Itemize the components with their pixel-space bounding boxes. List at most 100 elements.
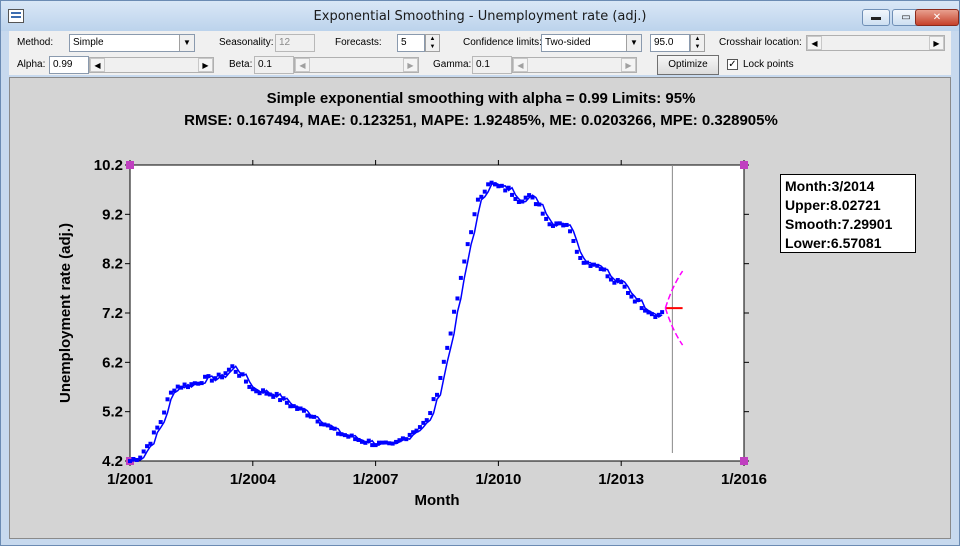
scroll-left-icon[interactable]: ◀ — [807, 36, 822, 50]
observed-point — [516, 200, 521, 205]
title-bar[interactable]: Exponential Smoothing - Unemployment rat… — [1, 1, 959, 31]
confidence-select[interactable]: Two-sided ▼ — [541, 34, 642, 52]
observed-point — [383, 440, 388, 445]
observed-point — [281, 396, 286, 401]
forecasts-label: Forecasts: — [335, 37, 382, 48]
observed-point — [342, 433, 347, 438]
y-tick-label: 10.2 — [94, 157, 123, 174]
observed-point — [237, 373, 242, 378]
observed-point — [656, 312, 661, 317]
observed-point — [189, 382, 194, 387]
observed-point — [469, 230, 474, 235]
observed-point — [148, 441, 153, 446]
scroll-left-icon[interactable]: ◀ — [295, 58, 310, 72]
corner-handle — [740, 457, 748, 465]
beta-scrollbar[interactable]: ◀ ▶ — [294, 57, 419, 73]
observed-point — [540, 211, 545, 216]
beta-field[interactable]: 0.1 — [254, 56, 294, 74]
observed-point — [492, 182, 497, 187]
observed-point — [629, 294, 634, 299]
observed-point — [353, 437, 358, 442]
seasonality-field[interactable]: 12 — [275, 34, 315, 52]
observed-point — [571, 238, 576, 243]
observed-point — [394, 439, 399, 444]
lower-limit-line — [664, 307, 684, 346]
scroll-right-icon[interactable]: ▶ — [198, 58, 213, 72]
gamma-field[interactable]: 0.1 — [472, 56, 512, 74]
optimize-button[interactable]: Optimize — [657, 55, 719, 75]
observed-point — [619, 280, 624, 285]
crosshair-location-scrollbar[interactable]: ◀ ▶ — [806, 35, 945, 51]
observed-point — [496, 184, 501, 189]
observed-point — [639, 306, 644, 311]
observed-point — [151, 430, 156, 435]
scroll-right-icon[interactable]: ▶ — [621, 58, 636, 72]
y-axis-title: Unemployment rate (adj.) — [57, 223, 74, 403]
observed-point — [554, 221, 559, 226]
observed-point — [134, 457, 139, 462]
observed-point — [533, 202, 538, 207]
scroll-right-icon[interactable]: ▶ — [929, 36, 944, 50]
method-label: Method: — [17, 37, 54, 48]
observed-point — [196, 381, 201, 386]
observed-point — [182, 382, 187, 387]
observed-point — [213, 376, 218, 381]
observed-point — [257, 391, 262, 396]
observed-point — [332, 426, 337, 431]
observed-point — [612, 280, 617, 285]
observed-point — [643, 308, 648, 313]
observed-point — [141, 449, 146, 454]
observed-point — [349, 433, 354, 438]
forecasts-spinner[interactable]: ▲ ▼ — [425, 34, 440, 52]
observed-point — [602, 267, 607, 272]
y-tick-label: 5.2 — [102, 404, 123, 421]
method-select[interactable]: Simple ▼ — [69, 34, 195, 52]
confidence-percent-field[interactable]: 95.0 — [650, 34, 690, 52]
scroll-left-icon[interactable]: ◀ — [513, 58, 528, 72]
observed-point — [455, 296, 460, 301]
observed-point — [131, 456, 136, 461]
crosshair-lower: Lower:6.57081 — [785, 235, 882, 251]
confidence-percent-spinner[interactable]: ▲ ▼ — [690, 34, 705, 52]
scroll-left-icon[interactable]: ◀ — [90, 58, 105, 72]
observed-point — [503, 188, 508, 193]
observed-point — [243, 379, 248, 384]
toolbar: Method: Simple ▼ Seasonality: 12 Forecas… — [9, 31, 951, 75]
observed-point — [591, 262, 596, 267]
observed-point — [499, 183, 504, 188]
forecasts-field[interactable]: 5 — [397, 34, 425, 52]
observed-point — [445, 345, 450, 350]
alpha-scrollbar[interactable]: ◀ ▶ — [89, 57, 214, 73]
observed-point — [192, 381, 197, 386]
alpha-field[interactable]: 0.99 — [49, 56, 89, 74]
observed-point — [226, 367, 231, 372]
observed-point — [387, 441, 392, 446]
y-tick-label: 9.2 — [102, 206, 123, 223]
observed-point — [175, 384, 180, 389]
observed-point — [557, 221, 562, 226]
observed-point — [295, 406, 300, 411]
observed-point — [312, 414, 317, 419]
observed-point — [523, 195, 528, 200]
chevron-down-icon[interactable]: ▼ — [179, 35, 194, 51]
observed-point — [404, 437, 409, 442]
scroll-right-icon[interactable]: ▶ — [403, 58, 418, 72]
confidence-value: Two-sided — [545, 37, 591, 48]
observed-point — [305, 413, 310, 418]
observed-point — [608, 277, 613, 282]
observed-point — [438, 375, 443, 380]
observed-point — [377, 440, 382, 445]
observed-point — [319, 422, 324, 427]
observed-point — [288, 404, 293, 409]
close-button[interactable]: ✕ — [915, 9, 959, 26]
observed-point — [366, 438, 371, 443]
chart-panel: Simple exponential smoothing with alpha … — [9, 77, 951, 539]
observed-point — [636, 298, 641, 303]
x-tick-label: 1/2001 — [107, 471, 153, 488]
chevron-down-icon[interactable]: ▼ — [626, 35, 641, 51]
minimize-button[interactable]: ▬ — [862, 9, 890, 26]
observed-point — [537, 202, 542, 207]
lock-points-checkbox[interactable]: ✓ — [727, 59, 738, 70]
gamma-scrollbar[interactable]: ◀ ▶ — [512, 57, 637, 73]
